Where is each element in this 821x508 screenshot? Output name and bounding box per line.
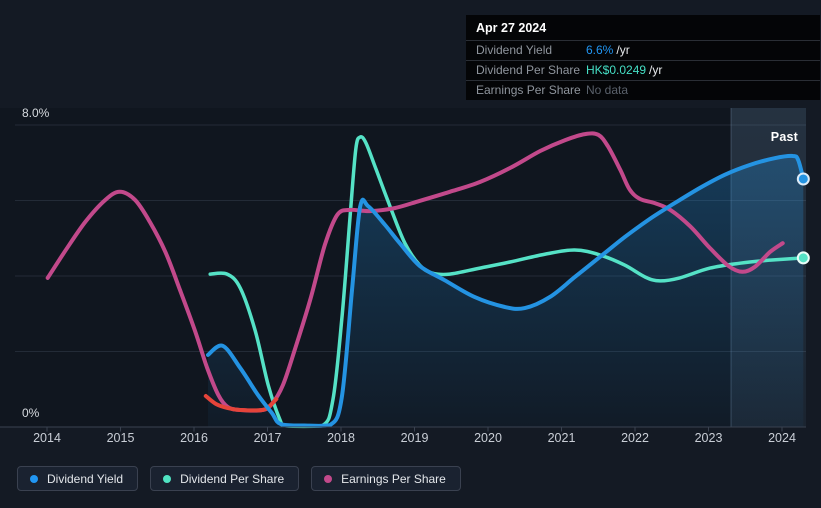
legend-item-dividend-per-share[interactable]: Dividend Per Share — [150, 466, 300, 491]
x-axis-label: 2019 — [400, 431, 429, 445]
tooltip-unit: /yr — [616, 43, 630, 57]
legend-item-earnings-per-share[interactable]: Earnings Per Share — [311, 466, 461, 491]
chart-legend: Dividend Yield Dividend Per Share Earnin… — [17, 466, 461, 491]
x-axis-label: 2017 — [253, 431, 282, 445]
earnings-per-share-negative-segment — [203, 394, 279, 413]
dividend-per-share-end-marker[interactable] — [796, 251, 810, 265]
tooltip-label: Dividend Yield — [476, 43, 553, 57]
x-axis-ticks — [46, 427, 783, 432]
earnings-per-share-dot-icon — [324, 474, 333, 483]
dividend-yield-area — [208, 155, 804, 427]
x-axis-label: 2018 — [327, 431, 355, 445]
tooltip-date: Apr 27 2024 — [476, 21, 547, 35]
dividend-yield-end-marker[interactable] — [796, 172, 810, 186]
x-axis-label: 2021 — [547, 431, 576, 445]
tooltip-row-earnings-per-share: Earnings Per Share No data — [466, 80, 820, 100]
x-axis-label: 2023 — [694, 431, 723, 445]
x-axis-label: 2015 — [106, 431, 135, 445]
tooltip-value: 6.6% — [586, 43, 614, 57]
legend-item-label: Dividend Per Share — [180, 471, 285, 486]
tooltip-row-dividend-per-share: Dividend Per Share HK$0.0249 /yr — [466, 60, 820, 80]
x-axis-label: 2020 — [474, 431, 502, 445]
x-axis-label: 2014 — [33, 431, 61, 445]
x-axis-label: 2022 — [621, 431, 649, 445]
tooltip-value: No data — [586, 83, 629, 97]
x-axis-label: 2016 — [180, 431, 208, 445]
chart-tooltip: Apr 27 2024 Dividend Yield 6.6% /yr Divi… — [466, 15, 820, 100]
legend-item-dividend-yield[interactable]: Dividend Yield — [17, 466, 139, 491]
dividend-yield-line[interactable] — [206, 153, 806, 428]
legend-item-label: Earnings Per Share — [341, 471, 446, 486]
y-axis-label-max: 8.0% — [22, 106, 50, 120]
tooltip-value: HK$0.0249 — [586, 63, 647, 77]
dividend-yield-dot-icon — [30, 474, 38, 483]
tooltip-unit: /yr — [649, 63, 663, 77]
tooltip-label: Earnings Per Share — [476, 83, 581, 97]
tooltip-row-dividend-yield: Dividend Yield 6.6% /yr — [466, 40, 820, 60]
legend-item-label: Dividend Yield — [47, 471, 124, 486]
past-region-label: Past — [770, 130, 798, 144]
tooltip-label: Dividend Per Share — [476, 63, 581, 77]
x-axis-label: 2024 — [768, 431, 796, 445]
dividend-per-share-dot-icon — [163, 474, 172, 483]
y-axis-label-min: 0% — [22, 406, 40, 420]
